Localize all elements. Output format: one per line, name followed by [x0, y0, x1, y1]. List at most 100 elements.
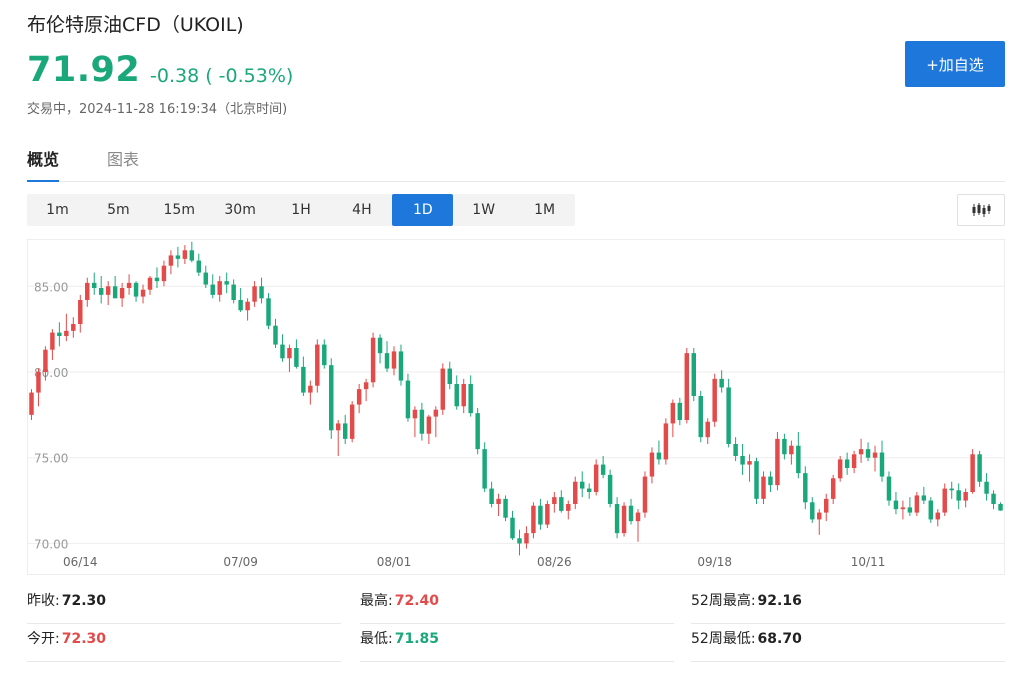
candle	[851, 450, 857, 474]
candle	[161, 260, 167, 287]
candle	[886, 471, 892, 506]
candle	[698, 390, 703, 443]
candle	[447, 361, 453, 390]
tab-overview[interactable]: 概览	[27, 146, 60, 182]
candle	[552, 492, 557, 513]
candle	[454, 375, 459, 410]
candle	[36, 368, 41, 407]
y-tick-label: 80.00	[34, 366, 68, 380]
period-selector: 1m 5m 15m 30m 1H 4H 1D 1W 1M	[27, 194, 575, 226]
stat-label: 52周最高:	[691, 593, 756, 609]
candle	[440, 363, 446, 415]
candle	[496, 493, 501, 516]
candlestick-chart[interactable]: 85.00 80.00 75.00 70.00 06/14 07/09 08/01 08/26…	[28, 240, 1024, 574]
candle	[301, 356, 306, 396]
y-tick-label: 85.00	[34, 280, 68, 294]
candle	[977, 450, 982, 487]
candle	[844, 452, 850, 475]
candle	[705, 418, 710, 444]
period-1mo-button[interactable]: 1M	[534, 202, 556, 218]
period-30m-button[interactable]: 30m	[224, 202, 256, 218]
candle	[154, 267, 160, 288]
candle	[956, 483, 961, 510]
candle	[691, 348, 697, 402]
candle	[391, 346, 397, 376]
candle	[635, 509, 641, 542]
candle	[29, 389, 34, 420]
candle	[140, 284, 146, 304]
period-1w-button[interactable]: 1W	[472, 202, 496, 218]
candle	[112, 276, 118, 299]
chart-type-button[interactable]	[957, 194, 1005, 226]
candle	[461, 378, 466, 414]
candle	[503, 495, 508, 522]
stat-value: 72.30	[61, 631, 107, 647]
candle	[119, 282, 125, 307]
candle	[78, 294, 83, 333]
candle	[865, 442, 871, 462]
x-tick-label: 08/26	[537, 555, 572, 569]
x-tick-label: 10/11	[851, 555, 886, 569]
candle	[315, 339, 320, 393]
candle	[768, 471, 773, 492]
candle	[810, 497, 815, 523]
candle	[517, 529, 522, 556]
period-1m-button[interactable]: 1m	[46, 202, 69, 218]
candle	[64, 313, 69, 342]
candle	[329, 358, 334, 439]
candle	[531, 502, 536, 539]
candle	[607, 469, 613, 508]
candle	[356, 384, 362, 414]
add-watchlist-button[interactable]: +加自选	[905, 41, 1005, 87]
price-chart[interactable]: 85.00 80.00 75.00 70.00 06/14 07/09 08/01 08/26…	[27, 239, 1024, 575]
stat-label: 今开:	[27, 631, 60, 647]
candle	[614, 497, 620, 539]
candle	[50, 329, 55, 360]
candle	[189, 241, 195, 263]
candle	[210, 274, 215, 299]
candle	[105, 281, 111, 306]
stat-prev-close: 昨收: 72.30	[27, 586, 341, 624]
period-4h-button[interactable]: 4H	[352, 202, 372, 218]
candle	[168, 250, 174, 275]
candle	[433, 406, 439, 438]
candle	[538, 498, 543, 530]
candle	[579, 471, 585, 498]
x-tick-label: 06/14	[63, 555, 98, 569]
candle	[719, 370, 724, 393]
candle	[621, 502, 627, 537]
period-1d-button[interactable]: 1D	[392, 194, 454, 226]
candle	[71, 317, 76, 338]
candle	[203, 265, 209, 288]
candle	[57, 322, 62, 347]
period-5m-button[interactable]: 5m	[107, 202, 130, 218]
stat-low: 最低: 71.85	[360, 624, 674, 662]
candle	[238, 288, 243, 312]
candle	[280, 334, 285, 362]
candle	[858, 438, 864, 463]
candle	[426, 414, 432, 444]
candle	[998, 502, 1003, 511]
candle	[593, 459, 599, 496]
candle	[914, 492, 920, 516]
candle	[628, 498, 634, 525]
candle	[252, 281, 257, 307]
candle	[991, 490, 996, 510]
candle	[335, 420, 341, 456]
y-tick-label: 70.00	[34, 537, 68, 551]
candle	[796, 432, 801, 479]
candle	[266, 293, 271, 330]
period-15m-button[interactable]: 15m	[163, 202, 195, 218]
tab-chart[interactable]: 图表	[107, 150, 140, 169]
candle	[789, 440, 794, 465]
candle	[412, 406, 418, 438]
candle	[419, 402, 425, 441]
stat-open: 今开: 72.30	[27, 624, 341, 662]
candle	[649, 447, 655, 484]
period-1h-button[interactable]: 1H	[291, 202, 311, 218]
candle	[322, 339, 327, 369]
candle	[733, 437, 738, 462]
candle	[384, 341, 390, 372]
candle	[91, 272, 97, 295]
candle	[126, 274, 132, 295]
